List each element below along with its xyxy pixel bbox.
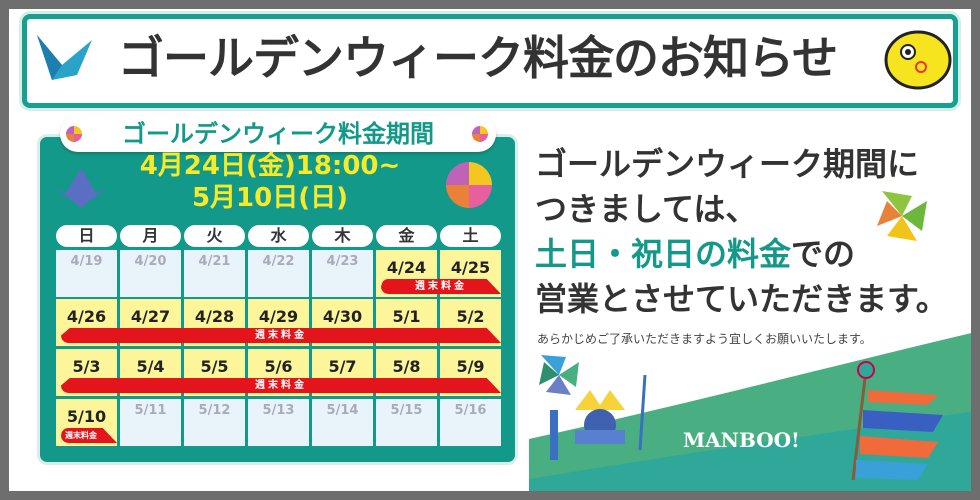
- weekday-header: 月: [120, 225, 181, 247]
- koinobori-carp-streamer-icon: [851, 361, 943, 481]
- calendar-day: 5/16: [440, 399, 501, 446]
- pinwheel-icon: [877, 191, 927, 241]
- weekday-header: 日: [56, 225, 117, 247]
- weekend-rate-arrow: 週末料金: [61, 328, 501, 343]
- maboo-logo: MANBOO!: [683, 428, 800, 452]
- calendar-day: 5/14: [312, 399, 373, 446]
- flower-icon: [66, 126, 82, 142]
- message-highlight: 土日・祝日の料金: [535, 235, 792, 273]
- page-title: ゴールデンウィーク料金のお知らせ: [118, 31, 838, 85]
- calendar-day: 5/11: [120, 399, 181, 446]
- calendar-day: 4/19: [56, 250, 117, 297]
- weekend-rate-arrow: 週末料金: [61, 428, 117, 443]
- flower-icon: [472, 126, 488, 142]
- message-line-3: 土日・祝日の料金での: [535, 232, 948, 277]
- calendar-day: 4/21: [184, 250, 245, 297]
- calendar-day: 4/23: [312, 250, 373, 297]
- kabuto-helmet-icon: [550, 374, 647, 460]
- message-line-4: 営業とさせていただきます。: [535, 280, 948, 318]
- weekday-header: 金: [376, 225, 437, 247]
- weekend-rate-arrow: 週末料金: [61, 378, 501, 393]
- period-start: 4月24日(金)18:00~: [139, 151, 401, 181]
- message: ゴールデンウィーク期間に つきましては、 土日・祝日の料金での 営業とさせていた…: [535, 142, 948, 322]
- calendar-heading-text: ゴールデンウィーク料金期間: [122, 120, 434, 148]
- message-line-1: ゴールデンウィーク期間に: [535, 145, 920, 183]
- calendar-heading: ゴールデンウィーク料金期間: [60, 116, 496, 152]
- weekday-header: 木: [312, 225, 373, 247]
- pinwheel-icon: [539, 355, 579, 395]
- paper-crane-icon: [37, 35, 92, 80]
- apology-note: あらかじめご了承いただきますよう宜しくお願いいたします。: [537, 332, 872, 346]
- yellow-bird-mascot-icon: [884, 30, 952, 90]
- calendar-day: 5/12: [184, 399, 245, 446]
- calendar-day: 5/7: [312, 349, 373, 396]
- weekend-rate-arrow: 週末料金: [381, 279, 501, 294]
- calendar-day: 4/22: [248, 250, 309, 297]
- weekday-header: 土: [440, 225, 501, 247]
- origami-helmet-icon: [56, 168, 106, 208]
- title-box: [22, 14, 958, 108]
- weekday-header: 火: [184, 225, 245, 247]
- calendar-day: 4/20: [120, 250, 181, 297]
- message-line-2: つきましては、: [535, 190, 758, 228]
- calendar-day: 5/15: [376, 399, 437, 446]
- period-end: 5月10日(日): [191, 183, 349, 213]
- pinwheel-icon: [446, 162, 492, 208]
- weekday-header: 水: [248, 225, 309, 247]
- message-line-3-rest: での: [791, 235, 856, 273]
- calendar-day: 5/13: [248, 399, 309, 446]
- period-dates: 4月24日(金)18:00~ 5月10日(日): [100, 150, 440, 214]
